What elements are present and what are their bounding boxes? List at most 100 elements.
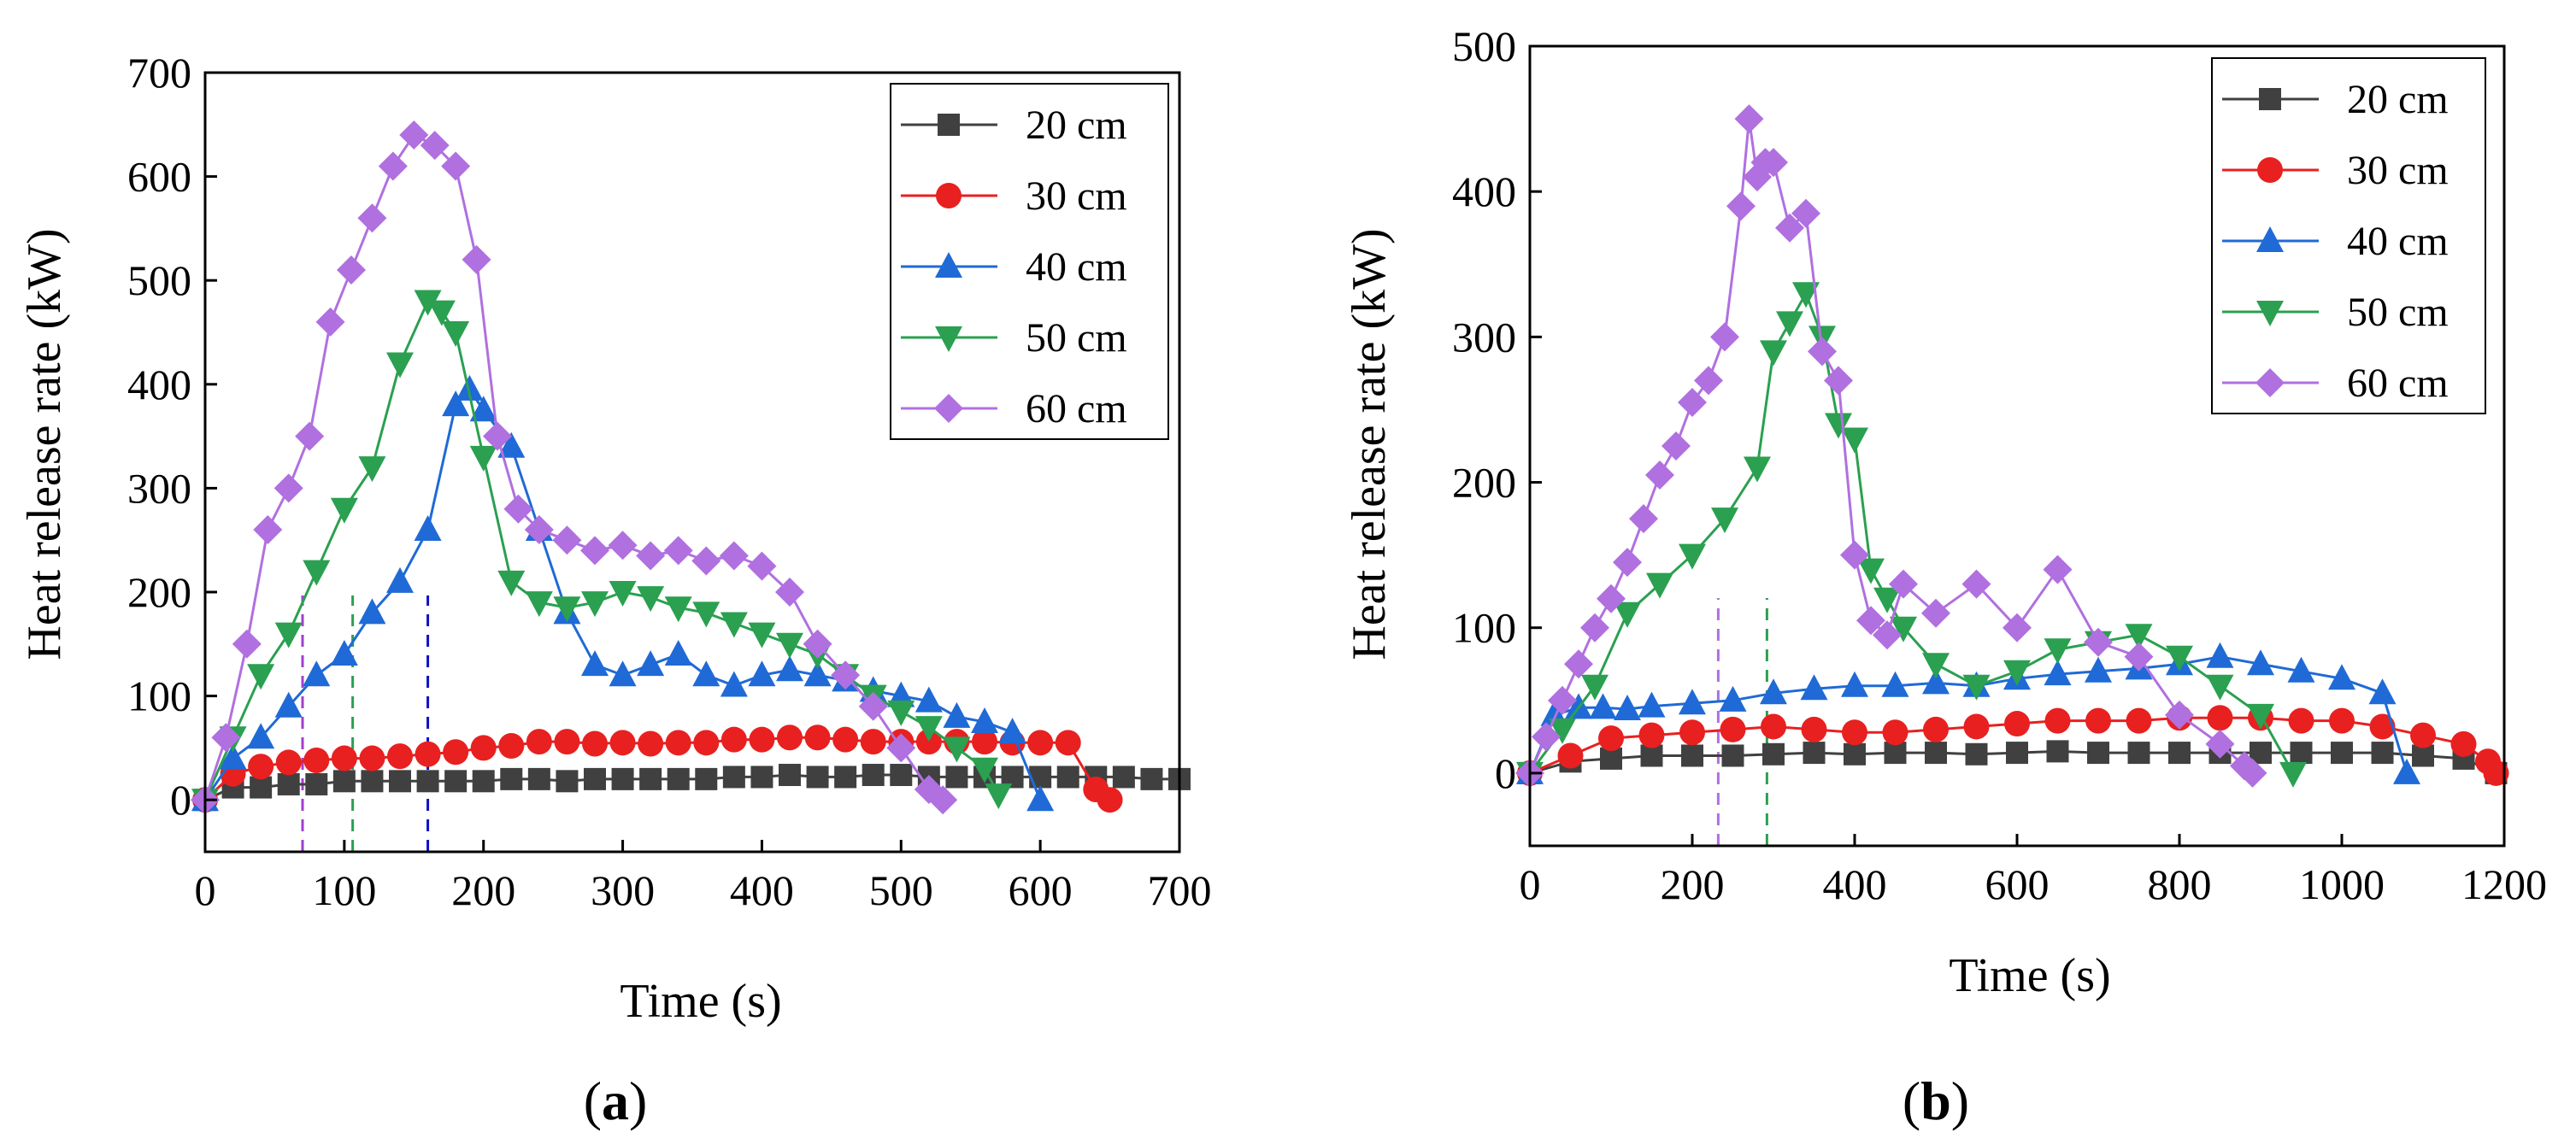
x-tick-label: 800	[2148, 860, 2212, 908]
data-point-20cm-16	[2168, 742, 2191, 765]
data-point-20cm-8	[416, 770, 439, 793]
data-point-40cm-1	[219, 743, 247, 770]
legend-marker	[935, 326, 962, 352]
legend-marker	[2257, 157, 2283, 183]
data-point-20cm-22	[806, 766, 829, 789]
data-point-60cm-9	[378, 151, 408, 181]
data-point-30cm-28	[972, 729, 997, 755]
data-point-20cm-3	[1640, 744, 1663, 767]
data-point-60cm-16	[524, 515, 554, 545]
data-point-50cm-20	[720, 612, 748, 638]
data-point-20cm-15	[2127, 742, 2150, 765]
data-point-30cm-10	[1923, 716, 1949, 742]
data-point-50cm-4	[1646, 572, 1673, 599]
data-point-30cm-15	[609, 730, 636, 756]
y-axis-title: Heat release rate (kW)	[1343, 228, 1396, 660]
legend: 20 cm 30 cm 40 cm 50 cm 60 cm	[890, 83, 1169, 440]
data-point-20cm-34	[1140, 767, 1163, 790]
data-point-20cm-33	[1112, 766, 1135, 789]
data-point-30cm-20	[749, 726, 775, 753]
data-point-60cm-23	[719, 541, 749, 571]
data-point-60cm-3	[1564, 649, 1593, 679]
data-point-60cm-29	[886, 733, 916, 763]
y-tick-label: 300	[127, 464, 191, 512]
data-point-40cm-17	[637, 650, 665, 677]
data-point-60cm-12	[1710, 322, 1739, 352]
data-point-60cm-20	[1808, 337, 1837, 367]
y-axis-title: Heat release rate (kW)	[18, 228, 71, 660]
data-point-50cm-17	[637, 586, 665, 613]
data-point-60cm-4	[1580, 613, 1609, 642]
data-point-50cm-16	[609, 581, 637, 607]
data-point-20cm-31	[1056, 766, 1079, 789]
data-point-20cm-23	[834, 766, 857, 789]
data-point-60cm-22	[691, 546, 721, 576]
y-tick-label: 600	[127, 153, 191, 201]
x-tick-label: 700	[1148, 866, 1212, 914]
data-point-50cm-30	[985, 783, 1013, 810]
data-point-50cm-5	[1679, 543, 1706, 570]
data-point-20cm-22	[2412, 744, 2434, 767]
data-point-30cm-12	[2004, 711, 2030, 737]
data-point-50cm-27	[915, 716, 943, 742]
data-point-60cm-28	[858, 691, 888, 721]
data-point-60cm-27	[1961, 569, 1991, 599]
data-point-50cm-23	[2166, 645, 2193, 672]
data-point-50cm-29	[971, 757, 998, 783]
data-point-30cm-6	[1761, 713, 1786, 740]
data-point-40cm-22	[2328, 664, 2355, 690]
data-point-50cm-4	[303, 560, 331, 586]
data-point-20cm-12	[527, 767, 550, 790]
data-point-20cm-6	[361, 770, 384, 793]
data-point-20cm-2	[250, 776, 273, 799]
y-tick-label: 0	[1495, 749, 1516, 797]
x-tick-label: 0	[1520, 860, 1541, 908]
data-point-40cm-20	[2247, 649, 2274, 676]
data-point-30cm-31	[1055, 730, 1081, 756]
data-point-40cm-27	[915, 686, 943, 713]
data-point-40cm-23	[2368, 678, 2397, 705]
series-line-30cm	[203, 736, 1111, 801]
data-point-20cm-5	[1721, 744, 1744, 767]
legend-marker	[2256, 226, 2284, 252]
data-point-30cm-7	[1801, 716, 1827, 742]
x-axis-title: Time (s)	[620, 975, 781, 1028]
chart-panel-a: 0 100 200 300 400 500 600 700 0 100 200 300 400 500 60…	[18, 49, 1212, 1131]
data-point-50cm-17	[1922, 653, 1950, 679]
data-point-50cm-19	[692, 601, 720, 628]
data-point-60cm-7	[337, 255, 366, 285]
data-point-30cm-21	[777, 725, 803, 751]
data-point-30cm-13	[554, 729, 580, 755]
data-point-30cm-11	[1963, 713, 1990, 740]
data-point-50cm-16	[1890, 616, 1917, 642]
legend-marker	[935, 252, 962, 278]
data-point-30cm-20	[2329, 707, 2355, 734]
data-point-60cm-11	[1694, 366, 1723, 396]
data-point-30cm-15	[2126, 707, 2152, 734]
data-point-30cm-14	[582, 730, 608, 757]
x-tick-label: 600	[1009, 866, 1073, 914]
data-point-40cm-6	[358, 598, 386, 625]
data-point-60cm-17	[552, 525, 582, 555]
data-point-30cm-2	[1598, 725, 1624, 752]
data-point-50cm-24	[2206, 674, 2234, 701]
data-point-40cm-4	[1614, 695, 1641, 721]
y-tick-label: 500	[127, 256, 191, 304]
data-point-20cm-21	[779, 764, 801, 787]
y-tick-label: 100	[1452, 604, 1516, 652]
legend-marker	[936, 183, 962, 208]
legend-label: 50 cm	[2347, 290, 2449, 335]
x-tick-label: 400	[1823, 860, 1887, 908]
data-point-40cm-11	[1881, 671, 1909, 697]
data-point-60cm-21	[1824, 366, 1853, 396]
data-point-20cm-14	[584, 767, 606, 790]
data-point-40cm-9	[1800, 674, 1828, 701]
data-point-40cm-22	[776, 655, 803, 682]
data-point-30cm-22	[2410, 722, 2436, 748]
plot-frame	[203, 71, 1181, 854]
y-tick-label: 500	[1452, 22, 1516, 70]
data-point-50cm-19	[2003, 660, 2031, 686]
data-point-60cm-26	[1921, 598, 1950, 628]
data-point-40cm-28	[943, 701, 971, 728]
data-point-40cm-5	[330, 639, 358, 666]
